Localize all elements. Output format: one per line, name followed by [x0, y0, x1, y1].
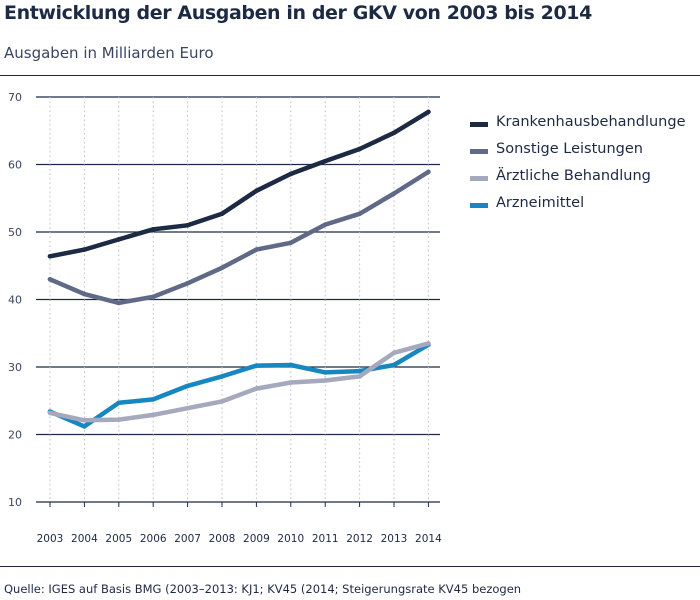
data-point-3-2009	[254, 363, 259, 368]
legend-label-2: Ärztliche Behandlung	[496, 168, 651, 184]
data-point-1-2010	[288, 240, 294, 246]
data-point-0-2005	[116, 237, 122, 242]
data-point-2-2011	[322, 378, 328, 383]
series-layer	[47, 109, 431, 429]
data-point-0-2004	[82, 247, 87, 252]
data-point-1-2006	[150, 294, 156, 300]
y-tick-label-40: 40	[8, 294, 22, 307]
data-point-0-2012	[357, 146, 362, 152]
data-point-1-2009	[254, 247, 259, 252]
series-line-3	[47, 342, 431, 429]
series-line-1	[47, 169, 431, 306]
x-tick-label-2003: 2003	[37, 533, 64, 545]
data-point-2-2007	[185, 405, 190, 411]
legend-swatch-3	[470, 203, 488, 208]
data-point-2-2014	[426, 341, 431, 346]
x-tick-label-2013: 2013	[381, 533, 408, 545]
legend-swatch-2	[470, 176, 488, 181]
data-point-0-2011	[322, 158, 328, 164]
y-tick-label-50: 50	[8, 226, 22, 239]
data-point-2-2010	[288, 380, 294, 385]
x-tick-label-2006: 2006	[140, 533, 167, 545]
x-tick-label-2012: 2012	[346, 533, 373, 545]
data-point-3-2005	[116, 400, 122, 406]
data-point-3-2013	[391, 362, 397, 368]
data-point-1-2005	[116, 300, 122, 306]
data-point-2-2013	[391, 350, 397, 356]
data-point-3-2011	[322, 370, 328, 375]
legend-label-0: Krankenhausbehandlunge	[496, 114, 686, 130]
data-point-1-2008	[219, 265, 225, 271]
data-point-2-2003	[47, 410, 53, 416]
data-point-3-2012	[357, 368, 362, 374]
series-line-0	[47, 109, 431, 259]
legend-swatch-1	[470, 149, 488, 154]
data-point-0-2007	[185, 222, 190, 228]
data-point-0-2003	[47, 253, 53, 259]
data-point-1-2014	[426, 169, 431, 175]
bottom-divider	[0, 566, 700, 567]
data-point-2-2008	[219, 399, 225, 404]
x-tick-label-2005: 2005	[105, 533, 132, 545]
legend-label-1: Sonstige Leistungen	[496, 141, 643, 157]
chart-title: Entwicklung der Ausgaben in der GKV von …	[4, 2, 592, 24]
legend-swatch-0	[470, 122, 488, 127]
chart-subtitle: Ausgaben in Milliarden Euro	[4, 44, 214, 62]
grid-layer	[36, 96, 440, 507]
data-point-2-2004	[82, 418, 87, 423]
y-tick-label-60: 60	[8, 159, 22, 172]
top-divider	[0, 75, 700, 76]
data-point-0-2008	[219, 211, 225, 217]
data-point-3-2004	[82, 424, 87, 429]
line-chart: 10 20 30 40 50 60 70 2003 2004 2005 2006 2007 2008 20…	[8, 91, 442, 545]
data-point-3-2006	[150, 397, 156, 402]
legend-label-3: Arzneimittel	[496, 195, 585, 211]
x-tick-label-2010: 2010	[277, 533, 304, 545]
y-tick-label-20: 20	[8, 429, 22, 442]
data-point-2-2009	[254, 386, 259, 391]
data-point-2-2005	[116, 417, 122, 422]
y-tick-label-30: 30	[8, 361, 22, 374]
axis-layer: 10 20 30 40 50 60 70 2003 2004 2005 2006 2007 2008 20…	[8, 91, 442, 545]
data-point-1-2007	[185, 281, 190, 286]
x-tick-label-2008: 2008	[209, 533, 236, 545]
data-point-1-2012	[357, 211, 362, 217]
data-point-1-2003	[47, 276, 53, 282]
data-point-3-2010	[288, 362, 294, 368]
data-point-3-2008	[219, 374, 225, 379]
x-tick-label-2004: 2004	[71, 533, 98, 545]
data-point-0-2013	[391, 130, 397, 136]
y-tick-label-70: 70	[8, 91, 22, 104]
series-line-2	[47, 341, 431, 423]
data-point-0-2014	[426, 109, 431, 115]
data-point-1-2004	[82, 291, 87, 297]
data-point-1-2011	[322, 222, 328, 227]
data-point-3-2007	[185, 383, 190, 389]
y-tick-label-10: 10	[8, 496, 22, 509]
source-note: Quelle: IGES auf Basis BMG (2003–2013: K…	[4, 582, 522, 596]
data-point-0-2006	[150, 227, 156, 232]
data-point-2-2006	[150, 412, 156, 418]
x-tick-label-2011: 2011	[312, 533, 339, 545]
data-point-2-2012	[357, 374, 362, 379]
x-tick-label-2014: 2014	[415, 533, 442, 545]
data-point-0-2010	[288, 171, 294, 177]
x-tick-label-2009: 2009	[243, 533, 270, 545]
data-point-0-2009	[254, 188, 259, 194]
data-point-1-2013	[391, 191, 397, 196]
x-tick-label-2007: 2007	[174, 533, 201, 545]
